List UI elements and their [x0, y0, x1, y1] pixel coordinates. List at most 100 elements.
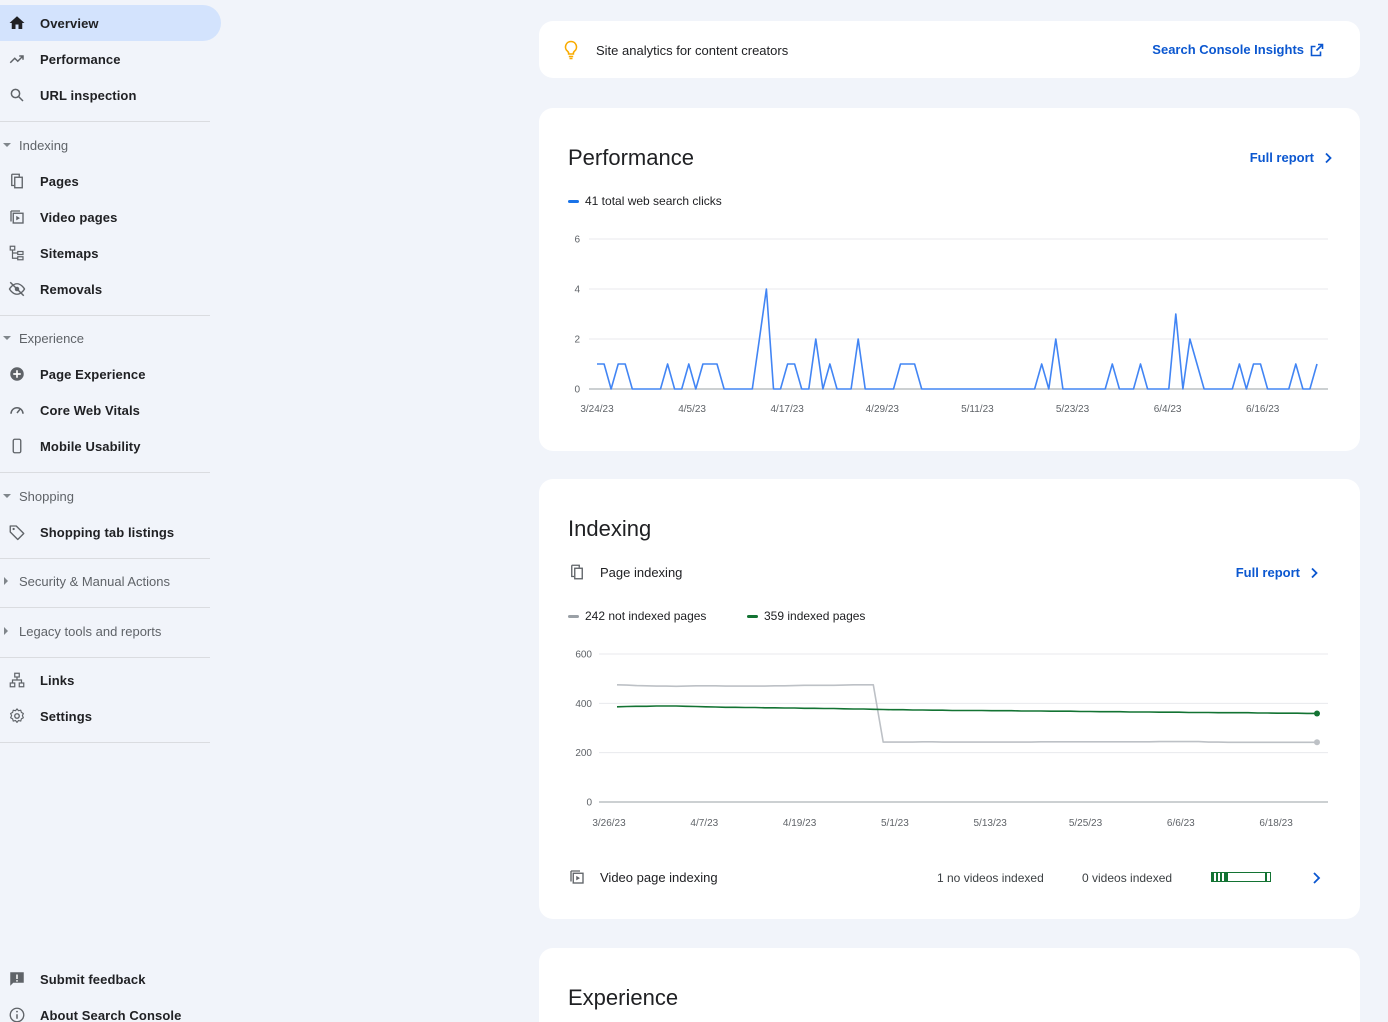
- caret-down-icon: [3, 336, 11, 340]
- series-line: [616, 684, 1317, 744]
- nav-about[interactable]: About Search Console: [0, 997, 221, 1022]
- y-tick-label: 0: [586, 798, 592, 809]
- indexing-chart: 0 200 400 600 3/26/23 4/7/23 4/19/23 5/1/23 5/13…: [575, 650, 1328, 829]
- y-tick-label: 600: [575, 650, 592, 661]
- chevron-right-icon[interactable]: [1309, 871, 1323, 885]
- nav-links[interactable]: Links: [0, 662, 221, 698]
- video-indexing-ratio-bar: [1211, 872, 1271, 882]
- series-end-point: [1314, 739, 1320, 746]
- nav-page-experience[interactable]: Page Experience: [0, 356, 221, 392]
- x-tick-label: 6/18/23: [1259, 818, 1293, 829]
- divider: [0, 558, 210, 559]
- x-tick-label: 4/19/23: [783, 818, 817, 829]
- nav-label: Core Web Vitals: [40, 402, 140, 418]
- performance-chart: 0 2 4 6 3/24/23 4/5/23 4/17/23 4/29/23 5/11/23 5/…: [574, 235, 1328, 415]
- section-label: Experience: [19, 330, 85, 346]
- add-circle-icon: [8, 365, 26, 383]
- section-experience[interactable]: Experience: [0, 323, 210, 353]
- caret-down-icon: [3, 494, 11, 498]
- lightbulb-icon: [563, 40, 579, 60]
- home-icon: [8, 14, 26, 32]
- search-icon: [8, 86, 26, 104]
- nav-label: Performance: [40, 51, 121, 67]
- nav-label: Removals: [40, 281, 103, 297]
- x-tick-label: 5/25/23: [1069, 818, 1103, 829]
- section-label: Shopping: [19, 488, 74, 504]
- video-pages-icon: [8, 208, 26, 226]
- series-line: [597, 288, 1318, 390]
- nav-label: URL inspection: [40, 87, 137, 103]
- video-page-indexing-row[interactable]: Video page indexing: [568, 865, 718, 889]
- divider: [0, 121, 210, 122]
- nav-label: Links: [40, 672, 75, 688]
- nav-label: Video pages: [40, 209, 118, 225]
- x-tick-label: 4/5/23: [678, 404, 706, 415]
- section-label: Security & Manual Actions: [19, 573, 171, 589]
- x-tick-label: 6/6/23: [1167, 818, 1195, 829]
- nav-url-inspection[interactable]: URL inspection: [0, 77, 221, 113]
- chevron-right-icon: [1311, 567, 1318, 578]
- section-label: Legacy tools and reports: [19, 623, 162, 639]
- legend-swatch: [568, 614, 579, 618]
- x-tick-label: 3/26/23: [592, 818, 626, 829]
- section-legacy[interactable]: Legacy tools and reports: [0, 616, 210, 646]
- gear-icon: [8, 707, 26, 725]
- visibility-off-icon: [8, 280, 26, 298]
- series-end-point: [1314, 710, 1320, 717]
- nav-video-pages[interactable]: Video pages: [0, 199, 221, 235]
- indexing-title: Indexing: [568, 516, 652, 541]
- feedback-icon: [8, 970, 26, 988]
- nav-label: About Search Console: [40, 1007, 182, 1022]
- pages-icon: [8, 172, 26, 190]
- chevron-right-icon: [1325, 152, 1332, 163]
- nav-overview[interactable]: Overview: [0, 5, 221, 41]
- x-tick-label: 6/16/23: [1246, 404, 1280, 415]
- y-tick-label: 6: [574, 235, 580, 246]
- divider: [0, 657, 210, 658]
- legend-label: 242 not indexed pages: [585, 609, 707, 623]
- x-tick-label: 4/7/23: [690, 818, 718, 829]
- open-in-new-icon: [1310, 43, 1324, 56]
- sitemap-icon: [8, 244, 26, 262]
- divider: [0, 742, 210, 743]
- legend-not-indexed[interactable]: 242 not indexed pages: [568, 609, 706, 623]
- nav-label: Pages: [40, 173, 79, 189]
- y-tick-label: 400: [575, 699, 592, 710]
- section-shopping[interactable]: Shopping: [0, 481, 210, 511]
- nav-label: Shopping tab listings: [40, 524, 175, 540]
- nav-sitemaps[interactable]: Sitemaps: [0, 235, 221, 271]
- performance-legend[interactable]: 41 total web search clicks: [568, 194, 722, 208]
- links-icon: [8, 671, 26, 689]
- nav-core-web-vitals[interactable]: Core Web Vitals: [0, 392, 221, 428]
- x-tick-label: 6/4/23: [1154, 404, 1182, 415]
- nav-mobile-usability[interactable]: Mobile Usability: [0, 428, 221, 464]
- nav-settings[interactable]: Settings: [0, 698, 221, 734]
- nav-label: Submit feedback: [40, 971, 146, 987]
- caret-down-icon: [3, 143, 11, 147]
- performance-full-report-link[interactable]: Full report: [1250, 150, 1334, 165]
- section-label: Indexing: [19, 137, 69, 153]
- sidebar: Overview Performance URL inspection Inde…: [0, 0, 222, 1022]
- legend-indexed[interactable]: 359 indexed pages: [747, 609, 865, 623]
- nav-label: Page Experience: [40, 366, 146, 382]
- speed-gauge-icon: [8, 401, 26, 419]
- indexing-full-report-link[interactable]: Full report: [1236, 565, 1320, 580]
- search-console-insights-link[interactable]: Search Console Insights: [1152, 42, 1324, 57]
- section-security[interactable]: Security & Manual Actions: [0, 566, 210, 596]
- nav-label: Overview: [40, 15, 99, 31]
- section-indexing[interactable]: Indexing: [0, 130, 210, 160]
- insights-text: Site analytics for content creators: [596, 43, 789, 58]
- y-tick-label: 4: [574, 285, 580, 296]
- nav-pages[interactable]: Pages: [0, 163, 221, 199]
- no-videos-indexed-stat: 1 no videos indexed: [937, 871, 1044, 885]
- nav-shopping-tab-listings[interactable]: Shopping tab listings: [0, 514, 221, 550]
- x-tick-label: 3/24/23: [580, 404, 614, 415]
- divider: [0, 607, 210, 608]
- nav-submit-feedback[interactable]: Submit feedback: [0, 961, 221, 997]
- video-pages-icon: [570, 870, 584, 884]
- nav-removals[interactable]: Removals: [0, 271, 221, 307]
- nav-performance[interactable]: Performance: [0, 41, 221, 77]
- x-tick-label: 4/29/23: [866, 404, 900, 415]
- page-indexing-label: Page indexing: [600, 564, 683, 580]
- y-tick-label: 2: [574, 335, 580, 346]
